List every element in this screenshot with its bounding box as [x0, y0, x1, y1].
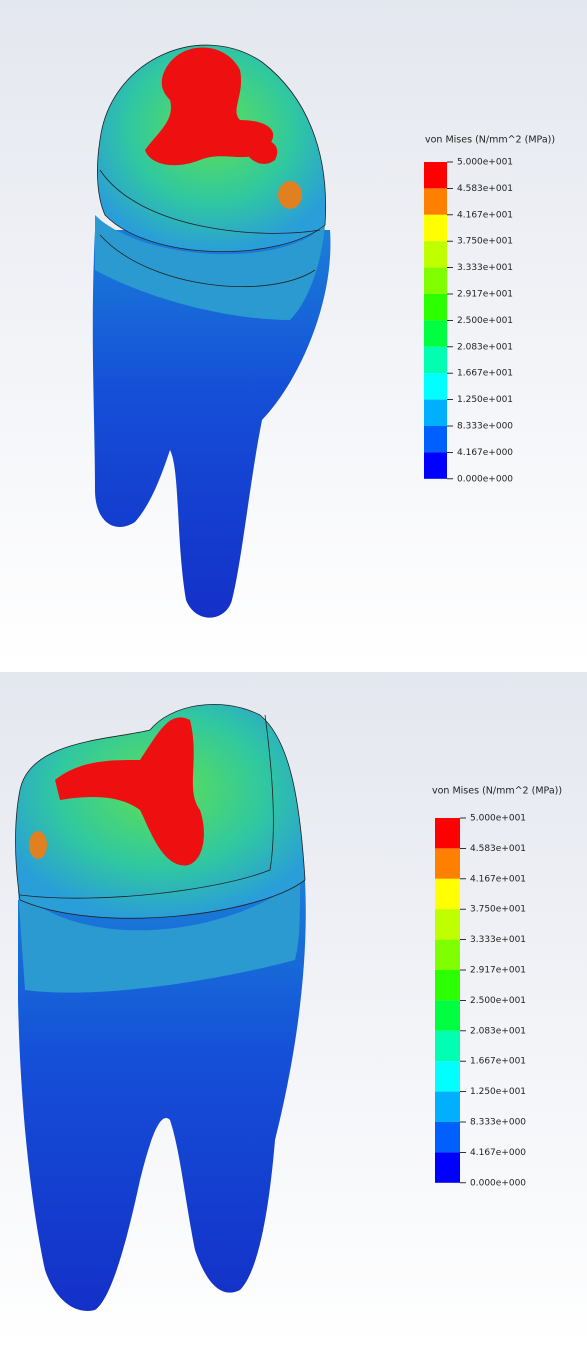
legend-label: 4.167e+001	[457, 210, 513, 220]
legend-swatch	[435, 970, 460, 1000]
legend-label: 3.333e+001	[470, 935, 526, 945]
legend-label: 2.500e+001	[457, 316, 513, 326]
legend-label: 0.000e+000	[457, 474, 513, 484]
legend-swatch	[435, 848, 460, 878]
legend-label: 4.167e+000	[457, 448, 513, 458]
legend-swatch	[435, 1152, 460, 1182]
legend-label: 4.583e+001	[470, 844, 526, 854]
legend-swatch	[424, 162, 447, 188]
legend-label: 2.917e+001	[470, 966, 526, 976]
page: von Mises (N/mm^2 (MPa)) 5.000e+001 4.583e…	[0, 0, 587, 1350]
legend-title: von Mises (N/mm^2 (MPa))	[432, 786, 562, 797]
legend-swatch	[435, 909, 460, 939]
legend-swatch	[435, 1031, 460, 1061]
legend-label: 1.667e+001	[457, 369, 513, 379]
legend-swatch	[435, 1122, 460, 1152]
legend-swatch	[424, 452, 447, 478]
screenshot: von Mises (N/mm^2 (MPa)) 5.000e+001 4.583e…	[0, 0, 587, 1350]
legend-title: von Mises (N/mm^2 (MPa))	[425, 135, 555, 146]
legend-swatch	[424, 294, 447, 320]
legend-label: 2.083e+001	[470, 1026, 526, 1036]
legend-swatch	[424, 400, 447, 426]
legend-swatch	[424, 188, 447, 214]
legend-swatch	[424, 426, 447, 452]
legend-label: 1.250e+001	[470, 1087, 526, 1097]
legend-label: 8.333e+000	[457, 422, 513, 432]
legend-swatch	[424, 373, 447, 399]
legend-label: 1.667e+001	[470, 1057, 526, 1067]
legend-swatch	[435, 818, 460, 848]
legend-label: 3.750e+001	[470, 905, 526, 915]
legend-swatch	[435, 1000, 460, 1030]
legend-label: 4.583e+001	[457, 184, 513, 194]
legend-swatch	[424, 241, 447, 267]
legend-label: 2.917e+001	[457, 290, 513, 300]
legend-label: 5.000e+001	[457, 158, 513, 168]
legend-swatch	[435, 940, 460, 970]
legend-swatch	[424, 215, 447, 241]
legend-swatch	[435, 879, 460, 909]
legend-label: 1.250e+001	[457, 395, 513, 405]
legend-label: 3.750e+001	[457, 237, 513, 247]
legend-label: 8.333e+000	[470, 1118, 526, 1128]
legend-swatch	[435, 1061, 460, 1091]
legend-swatch	[424, 268, 447, 294]
legend-label: 2.083e+001	[457, 342, 513, 352]
legend-swatch	[424, 347, 447, 373]
legend-label: 4.167e+000	[470, 1148, 526, 1158]
legend-label: 2.500e+001	[470, 996, 526, 1006]
legend-label: 4.167e+001	[470, 874, 526, 884]
legend-label: 3.333e+001	[457, 263, 513, 273]
legend-swatch	[435, 1092, 460, 1122]
legend-label: 5.000e+001	[470, 814, 526, 824]
legend-swatch	[424, 320, 447, 346]
legend-label: 0.000e+000	[470, 1178, 526, 1188]
